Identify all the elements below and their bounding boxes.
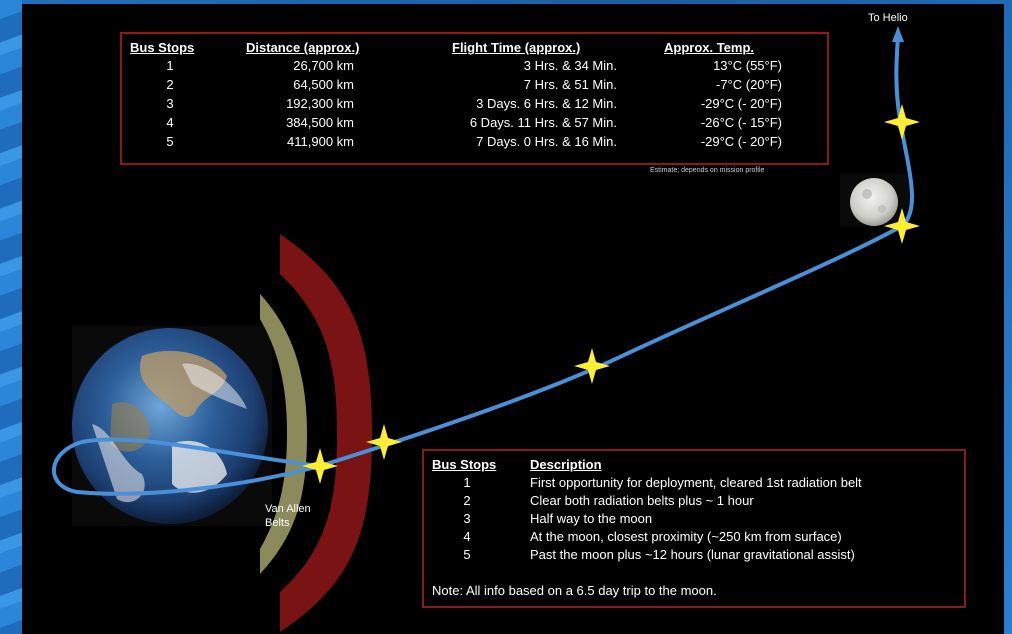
bottom-table-stop: 2 [463, 493, 471, 508]
top-table-cell-time: 3 Hrs. & 34 Min. [523, 58, 617, 73]
top-table-cell-time: 6 Days. 11 Hrs. & 57 Min. [469, 115, 617, 130]
to-helio-label: To Helio [868, 12, 908, 24]
header-description: Description [530, 457, 602, 472]
bottom-table-description: Past the moon plus ~12 hours (lunar grav… [530, 547, 855, 562]
table-footnote: Estimate; depends on mission profile [650, 167, 765, 174]
top-table-cell-stop: 3 [166, 96, 174, 111]
arrowhead [892, 26, 904, 42]
star-icon [302, 104, 920, 484]
top-table-cell-distance: 384,500 km [286, 115, 354, 130]
top-table-cell-distance: 64,500 km [293, 77, 354, 92]
top-table-cell-distance: 411,900 km [287, 134, 354, 149]
header-temp: Approx. Temp. [664, 40, 755, 55]
top-table-cell-stop: 5 [166, 134, 174, 149]
top-table-cell-distance: 26,700 km [293, 58, 354, 73]
top-table-cell-stop: 2 [166, 77, 174, 92]
top-table-cell-temp: 13°C (55°F) [713, 58, 782, 73]
header-bus-stops: Bus Stops [130, 40, 195, 55]
trajectory-diagram [51, 26, 920, 632]
bus-stop-description-table: Bus Stops Description 1 First opportunity… [422, 449, 966, 608]
bottom-table-stop: 5 [463, 547, 471, 562]
top-table-cell-temp: -29°C (- 20°F) [700, 96, 782, 111]
top-table-cell-time: 3 Days. 6 Hrs. & 12 Min. [476, 96, 617, 111]
top-table-cell-temp: -26°C (- 15°F) [700, 115, 782, 130]
moon-icon [840, 174, 910, 226]
bottom-table-stop: 3 [463, 511, 471, 526]
trajectory-path [51, 34, 914, 496]
earth-icon [72, 326, 272, 526]
top-table-cell-distance: 192,300 km [286, 96, 354, 111]
van-allen-belts-label: Van Allen Belts [265, 503, 311, 529]
background-stripes [0, 0, 22, 634]
outer-radiation-belt [280, 234, 372, 632]
header-bus-stops-2: Bus Stops [432, 457, 497, 472]
top-table-cell-temp: -29°C (- 20°F) [700, 134, 782, 149]
bottom-table-description: Half way to the moon [530, 511, 653, 526]
top-table-cell-temp: -7°C (20°F) [715, 77, 782, 92]
inner-radiation-belt [260, 294, 307, 574]
diagram-canvas: To Helio Van Allen Belts Bus Stops Dista… [22, 4, 1004, 634]
bottom-table-stop: 4 [463, 529, 471, 544]
trip-note: Note: All info based on a 6.5 day trip t… [432, 583, 717, 598]
bottom-table-description: Clear both radiation belts plus ~ 1 hour [530, 493, 754, 508]
header-distance: Distance (approx.) [246, 40, 360, 55]
top-table-cell-stop: 4 [166, 115, 174, 130]
bottom-table-description: At the moon, closest proximity (~250 km … [530, 529, 842, 544]
bottom-table-stop: 1 [463, 475, 471, 490]
bottom-table-description: First opportunity for deployment, cleare… [530, 475, 862, 490]
bus-stop-distance-table: Bus Stops Distance (approx.) Flight Time… [120, 32, 829, 165]
top-table-cell-stop: 1 [166, 58, 174, 73]
header-flight-time: Flight Time (approx.) [452, 40, 581, 55]
top-table-cell-time: 7 Hrs. & 51 Min. [523, 77, 617, 92]
top-table-cell-time: 7 Days. 0 Hrs. & 16 Min. [476, 134, 617, 149]
